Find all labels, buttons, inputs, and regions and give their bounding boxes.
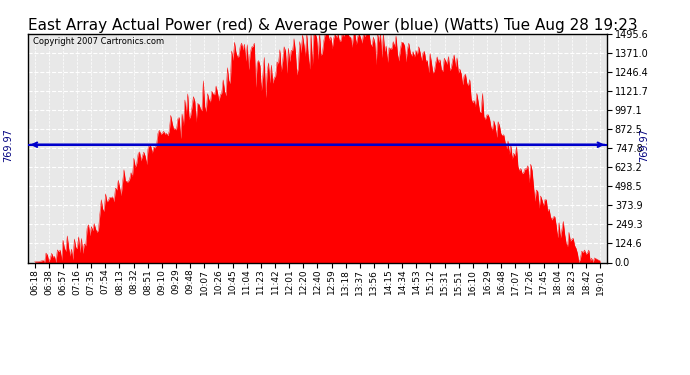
Text: East Array Actual Power (red) & Average Power (blue) (Watts) Tue Aug 28 19:23: East Array Actual Power (red) & Average … <box>28 18 638 33</box>
Text: 769.97: 769.97 <box>639 128 649 162</box>
Text: 769.97: 769.97 <box>3 128 13 162</box>
Text: Copyright 2007 Cartronics.com: Copyright 2007 Cartronics.com <box>33 37 164 46</box>
